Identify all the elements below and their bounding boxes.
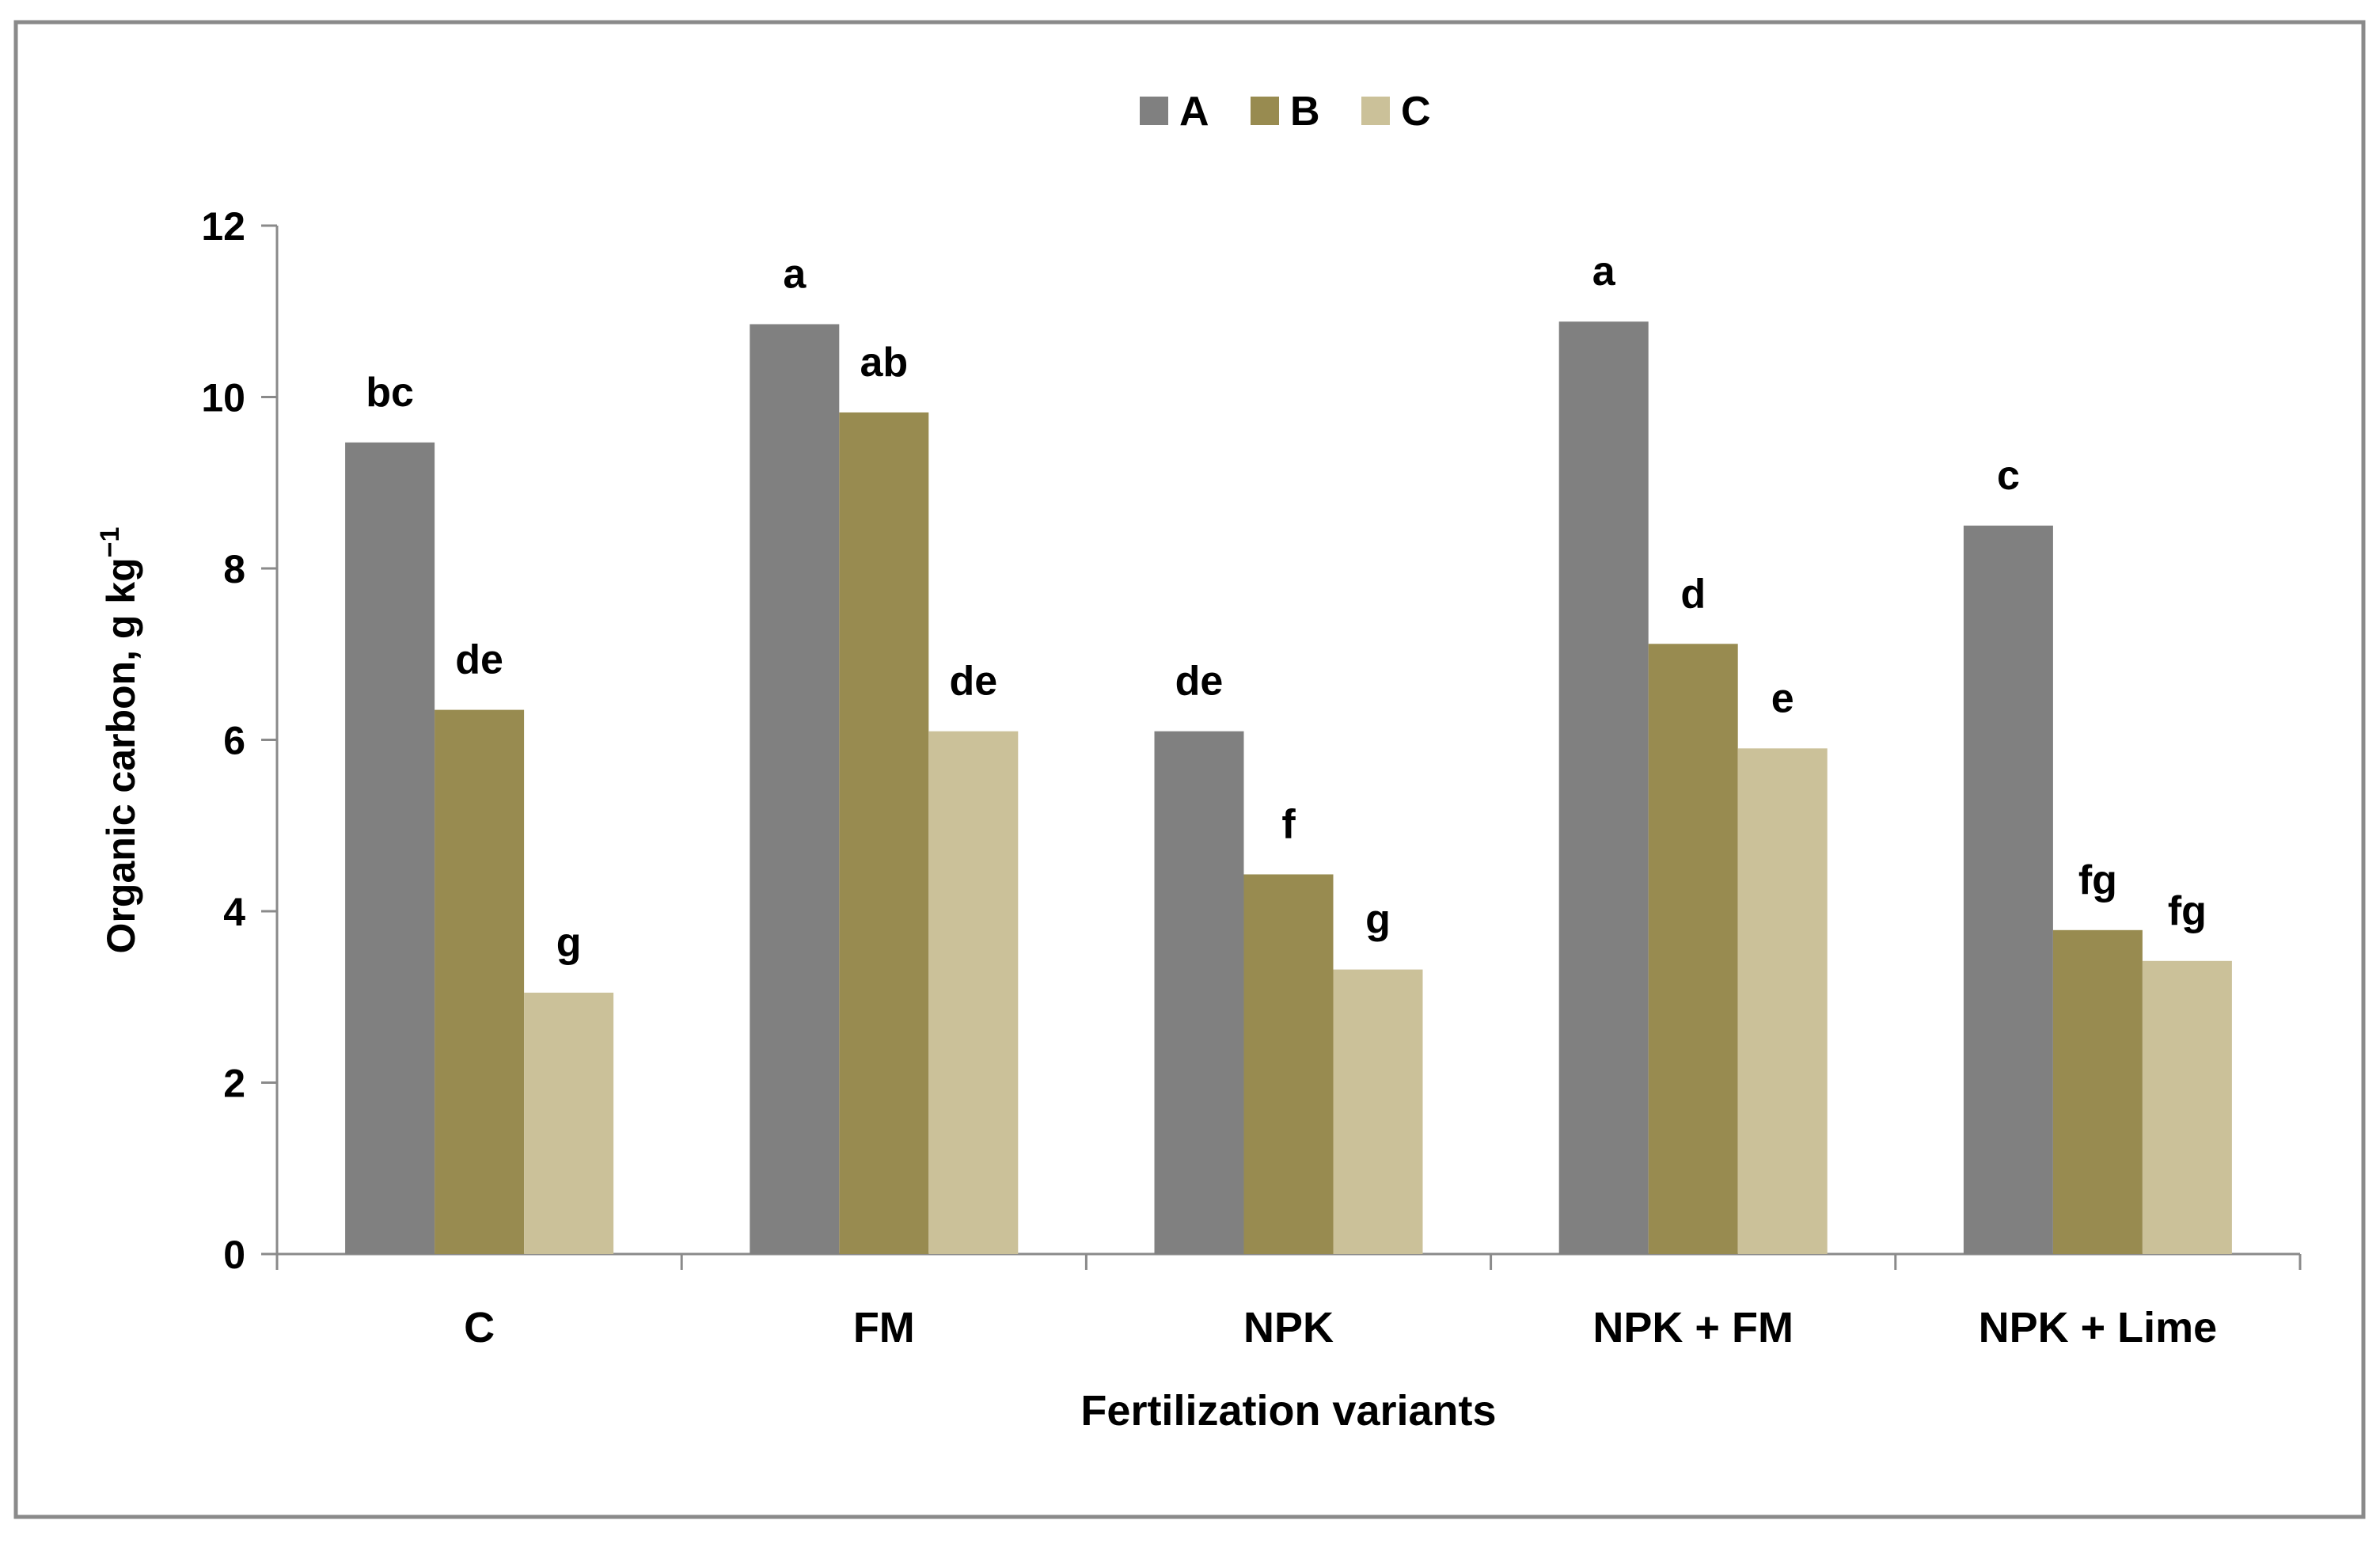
legend-swatch bbox=[1251, 97, 1279, 125]
x-tick-label: FM bbox=[853, 1304, 915, 1351]
y-tick-label: 2 bbox=[223, 1062, 245, 1106]
bar bbox=[928, 731, 1019, 1254]
bar bbox=[839, 412, 929, 1254]
y-tick-label: 0 bbox=[223, 1233, 245, 1277]
y-tick-label: 12 bbox=[201, 204, 245, 249]
x-axis-ticks: C FM NPK NPK + FM NPK + Lime bbox=[275, 1254, 2302, 1351]
bar-significance-letter: de bbox=[949, 659, 997, 705]
bar-significance-letter: bc bbox=[366, 370, 414, 416]
bar-significance-letter: ab bbox=[860, 340, 908, 386]
y-tick-label: 4 bbox=[223, 890, 245, 934]
legend-swatch bbox=[1361, 97, 1390, 125]
legend-label: B bbox=[1290, 89, 1320, 135]
bar bbox=[750, 324, 840, 1254]
bar bbox=[524, 992, 614, 1254]
bar-series bbox=[345, 321, 2232, 1254]
bar bbox=[2052, 929, 2143, 1254]
y-tick-label: 6 bbox=[223, 719, 245, 763]
bar-significance-letter: c bbox=[1997, 453, 2020, 499]
y-tick-label: 8 bbox=[223, 547, 245, 591]
legend-swatch bbox=[1140, 97, 1168, 125]
bar bbox=[1243, 874, 1334, 1254]
bar bbox=[435, 709, 525, 1254]
significance-letters: bc a de a c de ab f d fg g de g e fg bbox=[366, 249, 2207, 966]
bar-significance-letter: f bbox=[1281, 801, 1296, 847]
bar bbox=[345, 442, 435, 1254]
bar-significance-letter: a bbox=[1592, 249, 1616, 295]
legend: A B C bbox=[1140, 89, 1431, 135]
legend-label: C bbox=[1401, 89, 1431, 135]
bar bbox=[2142, 960, 2232, 1254]
bar-significance-letter: a bbox=[783, 251, 807, 297]
bar bbox=[1558, 321, 1649, 1254]
bar-significance-letter: d bbox=[1680, 571, 1706, 617]
bar bbox=[1648, 644, 1738, 1254]
bar-significance-letter: de bbox=[455, 637, 503, 683]
x-tick-label: NPK + Lime bbox=[1979, 1304, 2218, 1351]
y-axis-label: Organic carbon, g kg−1 bbox=[95, 527, 143, 954]
bar bbox=[1737, 748, 1828, 1254]
bar-significance-letter: g bbox=[556, 920, 582, 966]
y-axis-label-main: Organic carbon, g kg bbox=[99, 557, 143, 953]
bar-significance-letter: g bbox=[1365, 897, 1391, 943]
x-tick-label: NPK bbox=[1243, 1304, 1334, 1351]
bar-significance-letter: fg bbox=[2168, 888, 2207, 934]
y-axis-label-exponent: −1 bbox=[95, 527, 125, 558]
bar-significance-letter: de bbox=[1175, 659, 1224, 705]
y-axis-ticks: 0 2 4 6 8 10 12 bbox=[201, 204, 277, 1277]
x-tick-label: C bbox=[464, 1304, 495, 1351]
x-tick-label: NPK + FM bbox=[1592, 1304, 1794, 1351]
bar-significance-letter: fg bbox=[2078, 857, 2117, 903]
bar bbox=[1154, 731, 1244, 1254]
y-tick-label: 10 bbox=[201, 376, 245, 420]
legend-label: A bbox=[1179, 89, 1209, 135]
x-axis-label: Fertilization variants bbox=[1080, 1387, 1496, 1435]
bar-significance-letter: e bbox=[1771, 675, 1794, 721]
bar bbox=[1963, 525, 2053, 1254]
bar bbox=[1333, 969, 1423, 1254]
